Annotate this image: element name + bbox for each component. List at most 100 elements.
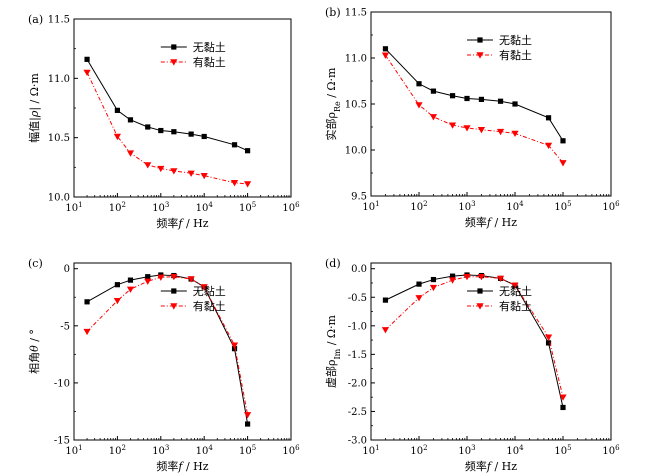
y-tick-label: 11.0 (48, 74, 70, 85)
data-point (126, 150, 135, 157)
x-tick-label: 106 (282, 201, 300, 214)
y-tick-label: 11.5 (345, 8, 367, 19)
x-tick-label: 102 (410, 200, 427, 213)
series-no-clay (382, 46, 566, 144)
data-point (416, 281, 422, 287)
data-point (187, 276, 195, 283)
data-point (231, 142, 238, 148)
data-point (113, 133, 121, 141)
legend-entry: 无黏土 (160, 284, 226, 298)
legend-label: 有黏土 (499, 48, 532, 62)
plot-frame (73, 262, 292, 441)
data-point (429, 284, 438, 292)
series-with-clay (83, 274, 252, 419)
series-line (385, 48, 564, 142)
x-tick-label: 103 (458, 200, 475, 213)
x-tick-label: 105 (239, 444, 256, 457)
y-tick-label: 0.0 (351, 264, 367, 275)
data-point (477, 127, 486, 134)
x-tick-label: 106 (602, 200, 620, 213)
data-point (188, 131, 194, 137)
data-point (381, 52, 390, 59)
legend-entry: 有黏土 (160, 55, 226, 69)
data-point (448, 122, 457, 129)
panel-label: (b) (325, 6, 341, 19)
legend-label: 无黏土 (193, 284, 226, 298)
x-tick-label: 101 (362, 200, 379, 213)
data-point (415, 102, 423, 109)
data-point (230, 180, 239, 187)
data-point (463, 274, 471, 281)
data-point (126, 286, 135, 293)
chart-panel-1: 101 102 103 104 105 106 10.0 10.5 11.0 11.5 (a) 频率f… (28, 13, 300, 230)
data-point (463, 125, 471, 132)
x-axis-label: 频率f / Hz (465, 459, 517, 473)
series-line (86, 59, 248, 152)
panel-label: (a) (28, 13, 43, 26)
legend-entry: 无黏土 (467, 33, 532, 47)
x-axis-label: 频率f / Hz (465, 215, 517, 229)
x-axis-label: 频率f / Hz (156, 216, 208, 230)
y-tick-label: -1.5 (348, 350, 367, 361)
data-point (114, 107, 120, 113)
y-tick-label: -5 (60, 321, 70, 332)
y-tick-label: -1.0 (348, 321, 367, 332)
data-point (559, 394, 567, 401)
y-tick-label: 9.5 (351, 192, 367, 203)
y-tick-label: -15 (54, 436, 70, 447)
data-point (416, 81, 422, 87)
y-tick-label: 10.5 (48, 133, 70, 144)
y-tick-label: -2.0 (348, 378, 367, 389)
data-point (114, 282, 120, 288)
legend-entry: 有黏土 (160, 299, 226, 313)
x-tick-label: 106 (282, 444, 300, 457)
data-point (511, 130, 519, 138)
x-tick-label: 103 (152, 444, 169, 457)
data-point (245, 148, 251, 154)
data-point (200, 172, 208, 180)
data-point (127, 277, 134, 283)
data-point (158, 127, 164, 134)
y-tick-label: -3.0 (348, 436, 367, 447)
plot-frame (73, 18, 292, 198)
x-tick-label: 104 (196, 444, 214, 457)
y-tick-label: 10.0 (48, 193, 70, 204)
legend-entry: 无黏土 (160, 40, 226, 54)
y-tick-label: 11.5 (48, 15, 70, 26)
legend-label: 有黏土 (499, 299, 532, 313)
y-tick-label: 0 (64, 264, 70, 275)
data-point (200, 284, 208, 291)
data-point (201, 133, 207, 140)
x-axis-label: 频率f / Hz (156, 459, 208, 473)
x-tick-label: 103 (458, 444, 475, 457)
panel-label: (d) (325, 257, 341, 270)
data-point (244, 181, 252, 188)
data-point (560, 138, 566, 144)
x-tick-label: 102 (410, 444, 427, 457)
data-point (144, 162, 152, 169)
data-point (477, 274, 486, 281)
data-point (187, 170, 195, 177)
x-tick-label: 103 (152, 201, 169, 214)
legend-label: 无黏土 (193, 40, 226, 54)
series-line (86, 274, 249, 425)
legend-entry: 有黏土 (467, 48, 532, 62)
data-point (497, 98, 504, 104)
legend-entry: 有黏土 (467, 299, 532, 313)
data-point (448, 277, 457, 284)
data-point (382, 297, 389, 303)
x-tick-label: 101 (65, 444, 82, 457)
series-line (86, 276, 249, 415)
series-line (86, 72, 248, 185)
legend-marker (476, 303, 484, 310)
x-tick-label: 104 (506, 444, 524, 457)
data-point (449, 93, 456, 99)
legend-marker (171, 44, 177, 50)
data-point (559, 160, 567, 167)
series-with-clay (381, 52, 567, 167)
x-tick-label: 106 (602, 444, 620, 457)
data-point (83, 328, 91, 336)
data-point (84, 56, 90, 62)
